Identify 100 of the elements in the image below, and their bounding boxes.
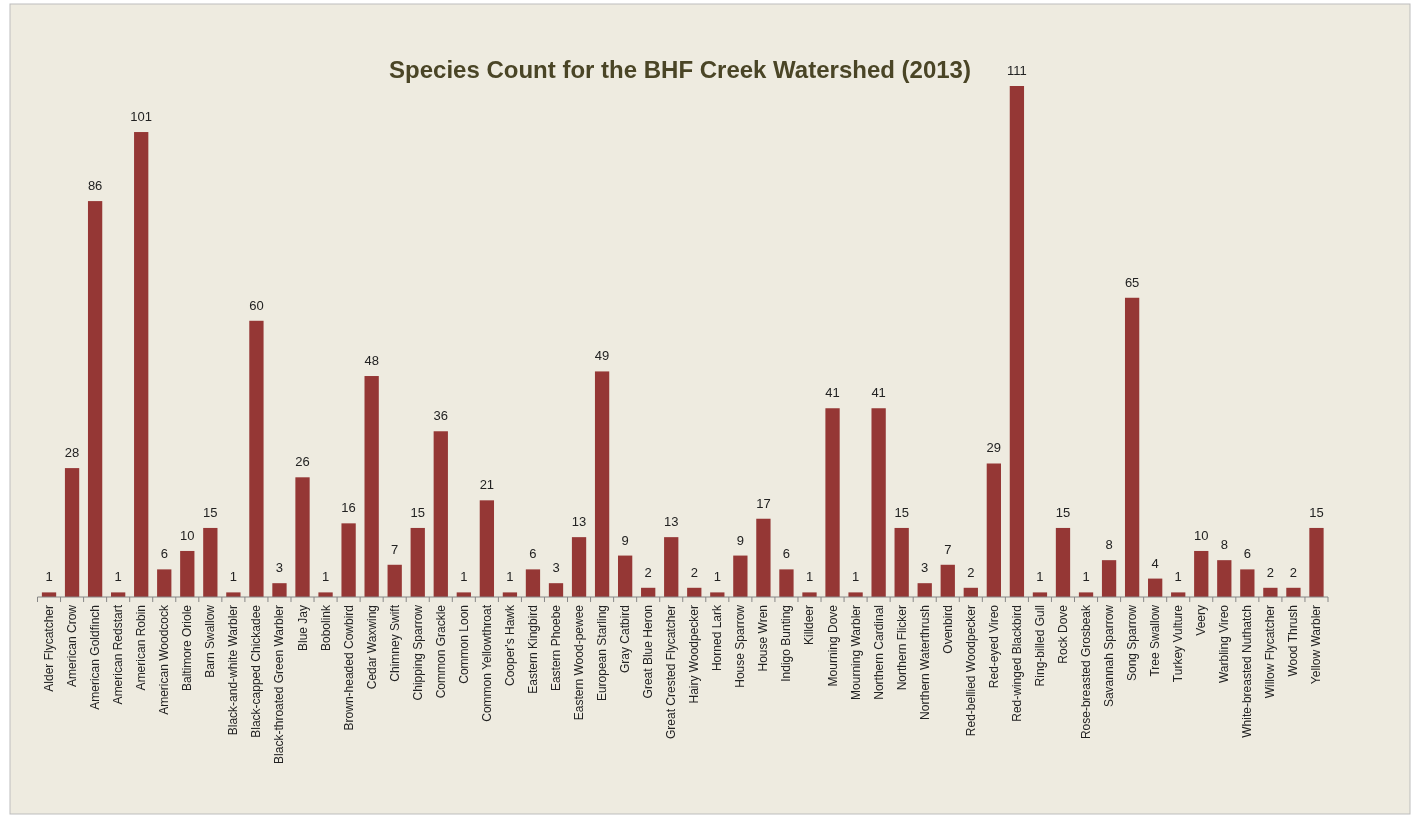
bar (1217, 560, 1232, 597)
data-label: 15 (1055, 504, 1071, 520)
data-label: 1 (1174, 569, 1182, 585)
x-tick-label: Red-bellied Woodpecker (963, 605, 978, 737)
data-label: 1 (1082, 569, 1090, 585)
bar (779, 569, 794, 597)
data-label: 1 (506, 569, 514, 585)
data-label: 9 (621, 532, 629, 548)
data-label: 49 (594, 348, 610, 364)
bar (341, 523, 356, 597)
data-label: 41 (825, 385, 840, 401)
x-tick-label: Eastern Kingbird (525, 605, 540, 694)
data-label: 65 (1124, 274, 1140, 290)
bar (571, 537, 587, 597)
bar (1309, 527, 1324, 597)
data-label: 101 (130, 109, 153, 125)
x-tick-label: European Starling (595, 605, 610, 702)
bar (157, 569, 172, 597)
data-label: 1 (321, 569, 330, 585)
bar (1240, 569, 1255, 597)
x-tick-label: Red-winged Blackbird (1009, 605, 1024, 722)
x-tick-label: American Redstart (111, 604, 126, 705)
x-tick-label: Savannah Sparrow (1102, 604, 1117, 708)
x-tick-label: Ovenbird (940, 605, 955, 654)
data-label: 8 (1105, 537, 1113, 553)
data-label: 2 (1266, 564, 1275, 580)
x-tick-label: Great Blue Heron (641, 605, 656, 699)
data-label: 29 (986, 440, 1002, 456)
data-label: 2 (1289, 564, 1298, 580)
data-label: 1 (229, 569, 237, 585)
chart-title: Species Count for the BHF Creek Watershed (2013) (389, 56, 971, 83)
bar (134, 132, 149, 597)
x-tick-label: Wood Thrush (1286, 605, 1301, 677)
bar (410, 527, 425, 597)
x-tick-label: Gray Catbird (618, 605, 633, 674)
data-label: 4 (1151, 555, 1159, 571)
bar (917, 583, 932, 597)
x-tick-label: Northern Flicker (894, 605, 909, 691)
bar (87, 201, 103, 597)
bar (871, 408, 886, 597)
data-label: 21 (479, 477, 495, 493)
x-tick-label: Hairy Woodpecker (687, 605, 702, 704)
x-tick-label: Yellow Warbler (1309, 605, 1324, 685)
data-label: 26 (295, 454, 310, 470)
x-tick-label: Veery (1194, 605, 1209, 636)
x-tick-label: Northern Waterthrush (917, 605, 932, 720)
data-label: 36 (433, 408, 449, 424)
x-tick-label: Ring-billed Gull (1032, 605, 1047, 687)
data-label: 7 (391, 541, 399, 557)
data-label: 9 (736, 532, 744, 548)
data-label: 28 (64, 445, 80, 461)
x-tick-label: Brown-headed Cowbird (341, 605, 356, 731)
x-tick-label: Cooper's Hawk (502, 604, 517, 686)
bar (825, 408, 840, 597)
data-label: 48 (364, 353, 379, 369)
data-label: 3 (552, 560, 560, 576)
data-label: 111 (1007, 63, 1027, 78)
data-label: 1 (851, 569, 860, 585)
x-tick-label: Common Yellowthroat (479, 604, 494, 722)
bar (802, 592, 817, 597)
x-tick-label: Mourning Warbler (848, 605, 863, 700)
x-tick-label: Rock Dove (1055, 604, 1070, 664)
x-tick-label: Rose-breasted Grosbeak (1079, 604, 1094, 740)
data-label: 15 (203, 504, 218, 520)
bar (525, 569, 541, 597)
x-tick-label: Eastern Phoebe (549, 604, 563, 692)
data-label: 3 (275, 560, 284, 576)
x-tick-label: Blue Jay (295, 605, 310, 652)
x-tick-label: Common Loon (456, 605, 471, 684)
bar (894, 527, 909, 597)
bar (618, 555, 633, 597)
data-label: 3 (921, 560, 929, 576)
bar (848, 592, 863, 597)
data-label: 15 (894, 504, 909, 520)
data-label: 10 (180, 527, 195, 543)
x-tick-label: Alder Flycatcher (42, 605, 57, 692)
data-label: 16 (341, 500, 356, 516)
data-label: 86 (87, 178, 103, 194)
x-tick-label: Baltimore Oriole (180, 604, 195, 692)
x-tick-label: Horned Lark (710, 604, 725, 672)
x-tick-label: Bobolink (318, 604, 333, 652)
data-label: 6 (160, 546, 168, 562)
x-tick-label: Black-capped Chickadee (249, 604, 264, 738)
bar (64, 468, 80, 597)
x-tick-label: Killdeer (802, 605, 817, 646)
bar (1124, 297, 1140, 597)
x-tick-label: Red-eyed Vireo (986, 604, 1001, 689)
bar (387, 564, 402, 597)
bar (479, 500, 495, 597)
bar (1101, 560, 1117, 597)
data-label: 1 (805, 569, 814, 585)
bar (594, 371, 610, 597)
data-label: 15 (1309, 504, 1324, 520)
x-tick-label: House Wren (756, 605, 771, 672)
data-label: 1 (1036, 569, 1044, 585)
x-tick-label: Chimney Swift (387, 604, 402, 682)
data-label: 8 (1220, 537, 1228, 553)
data-label: 2 (644, 564, 652, 580)
data-label: 1 (460, 569, 468, 585)
x-tick-label: Great Crested Flycatcher (664, 605, 679, 740)
